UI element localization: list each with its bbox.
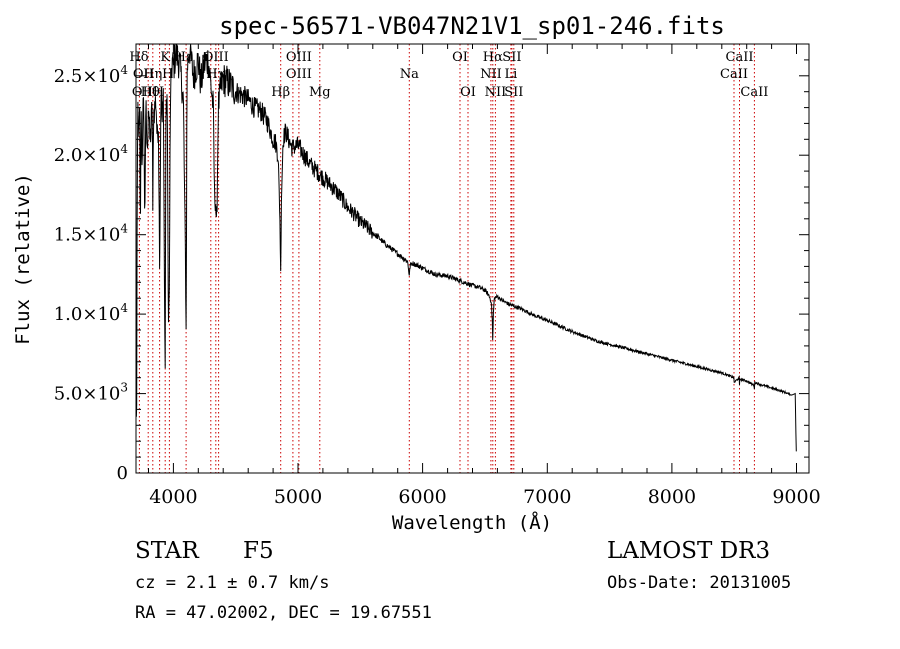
line-label: Na — [400, 67, 419, 82]
line-label: CaII — [726, 50, 754, 65]
chart-title: spec-56571-VB047N21V1_sp01-246.fits — [219, 12, 725, 40]
line-label: Hα — [483, 50, 503, 65]
y-tick-label: 1.0×104 — [54, 301, 129, 325]
x-tick-label: 5000 — [274, 486, 322, 508]
spectral-subclass: F5 — [243, 538, 274, 564]
line-label: Hη — [143, 67, 162, 82]
x-tick-label: 8000 — [648, 486, 696, 508]
line-label: Hδ — [129, 50, 148, 65]
line-label: SII — [502, 50, 521, 65]
line-label: NII — [480, 67, 502, 82]
line-label: H — [153, 85, 164, 100]
x-tick-label: 9000 — [772, 486, 820, 508]
line-label: Hβ — [271, 85, 290, 100]
x-tick-label: 7000 — [523, 486, 571, 508]
plot-frame — [135, 43, 810, 474]
x-axis: 4000 5000 6000 7000 8000 9000 — [148, 44, 821, 508]
line-label: OIII — [203, 50, 229, 65]
line-label: H — [162, 67, 173, 82]
line-label: OIII — [286, 67, 312, 82]
object-type: STAR — [135, 538, 199, 564]
y-tick-label: 2.0×104 — [54, 142, 129, 166]
observation-date: Obs-Date: 20131005 — [607, 573, 792, 593]
survey-name: LAMOST DR3 — [607, 538, 771, 564]
line-label: OII — [133, 67, 154, 82]
line-label: Mg — [309, 85, 331, 100]
x-axis-label: Wavelength (Å) — [392, 511, 552, 534]
y-tick-label: 0 — [117, 463, 128, 484]
line-label: OI — [460, 85, 476, 100]
line-label: OIII — [286, 50, 312, 65]
line-label: OII — [132, 85, 153, 100]
line-label: K — [160, 50, 170, 65]
y-tick-label: 5.0×103 — [54, 381, 128, 405]
line-label: CaII — [720, 67, 748, 82]
line-label: Li — [505, 67, 518, 82]
line-label: SII — [504, 85, 523, 100]
redshift-cz: cz = 2.1 ± 0.7 km/s — [135, 573, 330, 593]
line-label: CaII — [740, 85, 768, 100]
y-axis: 0 5.0×103 1.0×104 1.5×104 2.0×104 2.5×104 — [54, 43, 809, 484]
y-axis-label: Flux (relative) — [12, 173, 34, 345]
x-tick-label: 4000 — [149, 486, 197, 508]
emission-line-markers — [135, 44, 755, 473]
coordinates: RA = 47.02002, DEC = 19.67551 — [135, 603, 432, 623]
x-tick-label: 6000 — [398, 486, 446, 508]
y-tick-label: 1.5×104 — [54, 222, 129, 246]
y-tick-label: 2.5×104 — [54, 63, 129, 87]
flux-series-line — [135, 43, 797, 452]
line-label: OI — [452, 50, 468, 65]
line-label: NII — [485, 85, 507, 100]
